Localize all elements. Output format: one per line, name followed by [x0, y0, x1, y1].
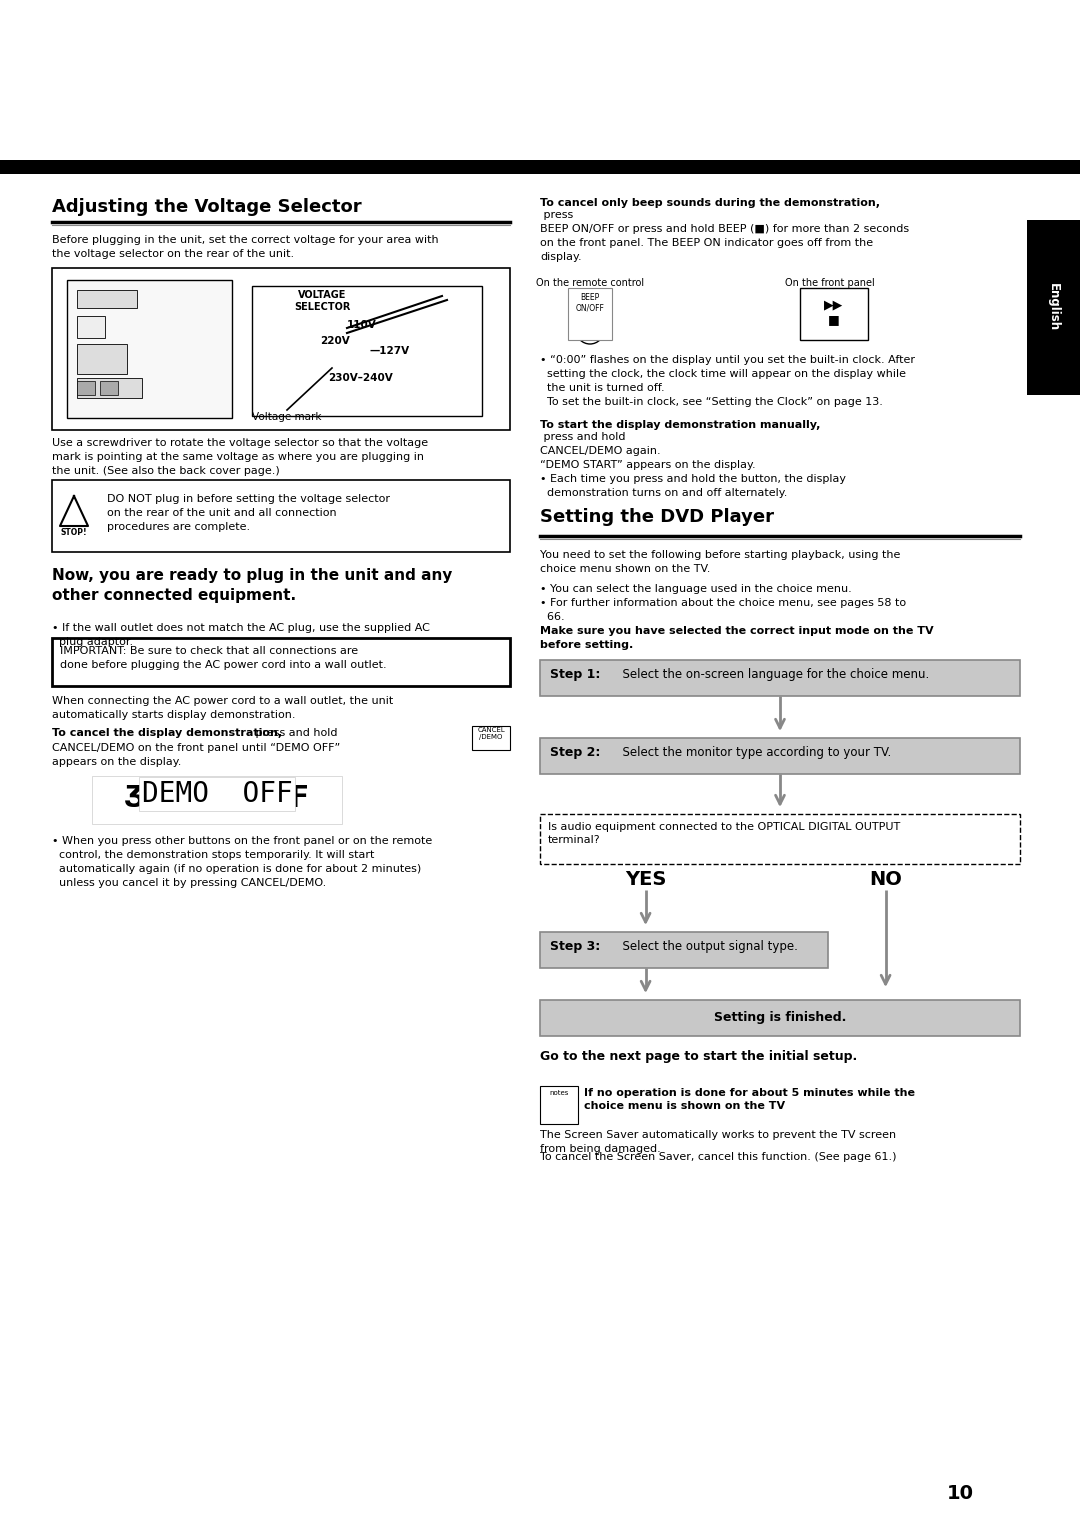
Text: Select the output signal type.: Select the output signal type. — [615, 940, 798, 952]
Bar — [472, 726, 510, 750]
Text: press
BEEP ON/OFF or press and hold BEEP (■) for more than 2 seconds
on the fron: press BEEP ON/OFF or press and hold BEEP… — [540, 210, 909, 262]
Text: Now, you are ready to plug in the unit and any
other connected equipment.: Now, you are ready to plug in the unit a… — [52, 568, 453, 603]
Text: • For further information about the choice menu, see pages 58 to
  66.: • For further information about the choi… — [540, 599, 906, 622]
Bar — [540, 814, 1020, 863]
Text: Is audio equipment connected to the OPTICAL DIGITAL OUTPUT
terminal?: Is audio equipment connected to the OPTI… — [548, 822, 901, 845]
Text: To cancel the Screen Saver, cancel this function. (See page 61.): To cancel the Screen Saver, cancel this … — [540, 1151, 896, 1162]
Bar — [52, 268, 510, 430]
Text: VOLTAGE
SELECTOR: VOLTAGE SELECTOR — [294, 289, 350, 312]
Bar — [540, 932, 828, 968]
Bar — [540, 738, 1020, 775]
Text: Go to the next page to start the initial setup.: Go to the next page to start the initial… — [540, 1050, 858, 1063]
Bar — [1027, 220, 1080, 395]
Bar — [77, 381, 95, 395]
Bar — [77, 315, 105, 338]
Text: Step 1:: Step 1: — [550, 668, 600, 681]
Text: On the front panel: On the front panel — [785, 279, 875, 288]
Text: DEMO  OFF: DEMO OFF — [141, 779, 293, 808]
Text: NO: NO — [869, 870, 902, 890]
Text: • When you press other buttons on the front panel or on the remote
  control, th: • When you press other buttons on the fr… — [52, 836, 432, 888]
Text: BEEP
ON/OFF: BEEP ON/OFF — [576, 292, 605, 312]
Bar — [0, 161, 1080, 175]
Bar — [92, 776, 342, 824]
Text: You need to set the following before starting playback, using the
choice menu sh: You need to set the following before sta… — [540, 550, 901, 574]
Bar — [52, 638, 510, 686]
Text: Setting is finished.: Setting is finished. — [714, 1012, 847, 1024]
Bar — [100, 381, 118, 395]
Text: ƷΈΜο   οFF: ƷΈΜο οFF — [125, 784, 309, 813]
Bar — [77, 378, 141, 398]
Text: notes: notes — [550, 1090, 569, 1096]
Bar — [568, 288, 612, 340]
Text: When connecting the AC power cord to a wall outlet, the unit
automatically start: When connecting the AC power cord to a w… — [52, 697, 393, 720]
Text: 10: 10 — [946, 1484, 973, 1503]
Text: CANCEL/DEMO on the front panel until “DEMO OFF”
appears on the display.: CANCEL/DEMO on the front panel until “DE… — [52, 743, 340, 767]
Circle shape — [330, 351, 343, 361]
Bar — [77, 344, 127, 374]
Bar — [800, 288, 868, 340]
Text: Adjusting the Voltage Selector: Adjusting the Voltage Selector — [52, 197, 362, 216]
Bar — [77, 289, 137, 308]
Bar — [540, 660, 1020, 697]
Text: ▶▶
■: ▶▶ ■ — [824, 299, 843, 326]
Text: 230V–240V: 230V–240V — [328, 374, 393, 383]
Bar — [52, 481, 510, 553]
Text: YES: YES — [625, 870, 666, 890]
Text: Step 2:: Step 2: — [550, 746, 600, 759]
Text: Use a screwdriver to rotate the voltage selector so that the voltage
mark is poi: Use a screwdriver to rotate the voltage … — [52, 438, 428, 476]
Text: Before plugging in the unit, set the correct voltage for your area with
the volt: Before plugging in the unit, set the cor… — [52, 234, 438, 259]
Text: Step 3:: Step 3: — [550, 940, 600, 952]
Text: CANCEL
/DEMO: CANCEL /DEMO — [477, 727, 504, 739]
Text: • “0:00” flashes on the display until you set the built-in clock. After
  settin: • “0:00” flashes on the display until yo… — [540, 355, 915, 407]
Bar — [540, 1085, 578, 1124]
Text: To cancel only beep sounds during the demonstration,: To cancel only beep sounds during the de… — [540, 197, 880, 208]
Text: 220V: 220V — [320, 335, 350, 346]
Text: IMPORTANT: Be sure to check that all connections are
done before plugging the AC: IMPORTANT: Be sure to check that all con… — [60, 646, 387, 671]
Text: Make sure you have selected the correct input mode on the TV
before setting.: Make sure you have selected the correct … — [540, 626, 933, 651]
Circle shape — [576, 315, 604, 344]
Text: Select the monitor type according to your TV.: Select the monitor type according to you… — [615, 746, 891, 759]
Text: 110V: 110V — [347, 320, 377, 331]
Bar — [252, 286, 482, 416]
Text: Select the on-screen language for the choice menu.: Select the on-screen language for the ch… — [615, 668, 929, 681]
Text: English: English — [1047, 283, 1059, 331]
Text: Voltage mark: Voltage mark — [252, 412, 322, 423]
Text: STOP!: STOP! — [60, 528, 87, 537]
Text: • If the wall outlet does not match the AC plug, use the supplied AC
  plug adap: • If the wall outlet does not match the … — [52, 623, 430, 648]
Text: If no operation is done for about 5 minutes while the
choice menu is shown on th: If no operation is done for about 5 minu… — [584, 1089, 915, 1112]
Text: • Each time you press and hold the button, the display
  demonstration turns on : • Each time you press and hold the butto… — [540, 475, 846, 498]
Text: DO NOT plug in before setting the voltage selector
on the rear of the unit and a: DO NOT plug in before setting the voltag… — [107, 495, 390, 531]
Text: • You can select the language used in the choice menu.: • You can select the language used in th… — [540, 583, 852, 594]
Text: To cancel the display demonstration,: To cancel the display demonstration, — [52, 729, 282, 738]
Text: —127V: —127V — [370, 346, 410, 357]
Bar — [67, 280, 232, 418]
Text: press and hold: press and hold — [252, 729, 337, 738]
Text: Setting the DVD Player: Setting the DVD Player — [540, 508, 774, 527]
Text: On the remote control: On the remote control — [536, 279, 644, 288]
Text: To start the display demonstration manually,: To start the display demonstration manua… — [540, 419, 821, 430]
Bar — [540, 1000, 1020, 1036]
Text: The Screen Saver automatically works to prevent the TV screen
from being damaged: The Screen Saver automatically works to … — [540, 1130, 896, 1154]
Text: press and hold
CANCEL/DEMO again.
“DEMO START” appears on the display.: press and hold CANCEL/DEMO again. “DEMO … — [540, 432, 756, 470]
